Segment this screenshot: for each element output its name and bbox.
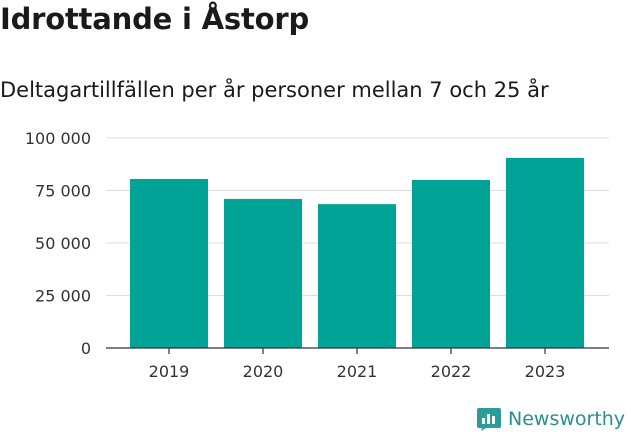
bar-2020 [224, 198, 302, 348]
x-tick-label: 2021 [337, 362, 378, 381]
chart-title: Idrottande i Åstorp [0, 2, 310, 36]
newsworthy-brand: Newsworthy [476, 406, 625, 432]
bar-2019 [130, 178, 208, 348]
brand-name: Newsworthy [508, 408, 626, 430]
x-tick-label: 2019 [149, 362, 190, 381]
x-tick-label: 2023 [525, 362, 566, 381]
chart-subtitle: Deltagartillfällen per år personer mella… [0, 78, 549, 102]
x-tick-label: 2020 [243, 362, 284, 381]
bar-2022 [412, 180, 490, 348]
y-tick-label: 50 000 [35, 234, 91, 253]
y-tick-label: 100 000 [25, 129, 91, 148]
bars [130, 157, 584, 348]
y-tick-label: 75 000 [35, 182, 91, 201]
bar-chart-logo-icon [477, 408, 501, 431]
bar-2023 [506, 157, 584, 348]
y-tick-label: 0 [81, 339, 91, 358]
x-axis-ticks: 2019 2020 2021 2022 2023 [149, 348, 566, 381]
x-tick-label: 2022 [431, 362, 472, 381]
y-tick-label: 25 000 [35, 287, 91, 306]
y-axis-ticks: 0 25 000 50 000 75 000 100 000 [25, 129, 91, 358]
bar-2021 [318, 204, 396, 348]
